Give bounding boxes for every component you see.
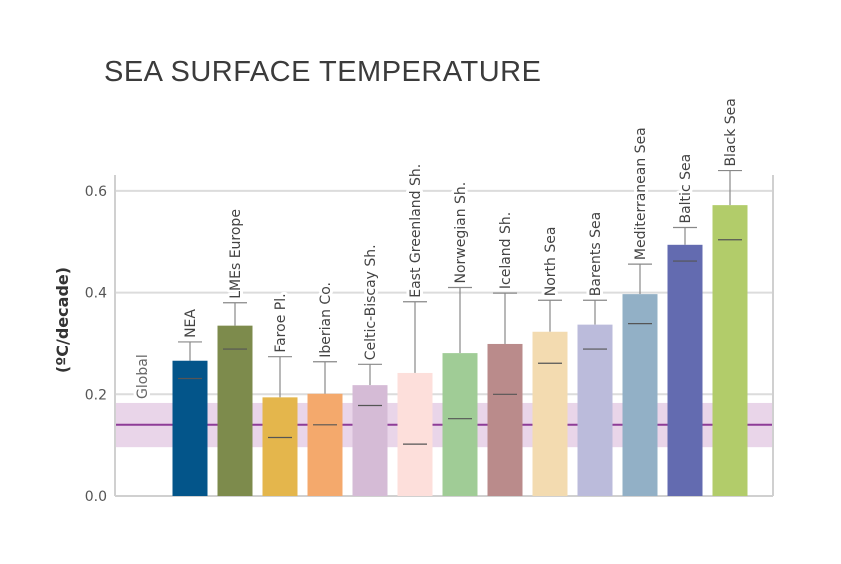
bar — [712, 205, 748, 496]
bar — [307, 393, 343, 496]
category-label: Baltic Sea — [678, 154, 694, 224]
category-label: Iberian Co. — [318, 282, 334, 358]
bar — [262, 397, 298, 496]
category-label: North Sea — [543, 227, 559, 297]
bar — [667, 244, 703, 496]
bar — [532, 331, 568, 496]
global-label: Global — [135, 354, 151, 399]
category-label: Celtic-Biscay Sh. — [363, 244, 379, 360]
category-label: East Greenland Sh. — [408, 164, 424, 298]
category-label: Mediterranean Sea — [633, 127, 649, 260]
category-label: Norwegian Sh. — [453, 182, 469, 284]
y-tick-label: 0.4 — [85, 286, 107, 302]
chart-title: SEA SURFACE TEMPERATURE — [104, 56, 542, 88]
category-label: LMEs Europe — [228, 209, 244, 299]
category-label: Faroe Pl. — [273, 293, 289, 352]
bar — [442, 353, 478, 496]
bar — [352, 385, 388, 496]
bar — [487, 343, 523, 496]
y-tick-label: 0.2 — [85, 387, 107, 403]
y-tick-label: 0.0 — [85, 489, 107, 505]
category-label: Iceland Sh. — [498, 212, 514, 289]
bar — [172, 360, 208, 496]
category-label: NEA — [183, 309, 199, 338]
bar — [217, 325, 253, 496]
bar — [397, 372, 433, 496]
y-tick-label: 0.6 — [85, 184, 107, 200]
bar — [577, 324, 613, 496]
bar — [622, 294, 658, 496]
category-label: Black Sea — [723, 98, 739, 166]
y-axis-label: (ºC/decade) — [53, 267, 72, 373]
category-label: Barents Sea — [588, 212, 604, 296]
